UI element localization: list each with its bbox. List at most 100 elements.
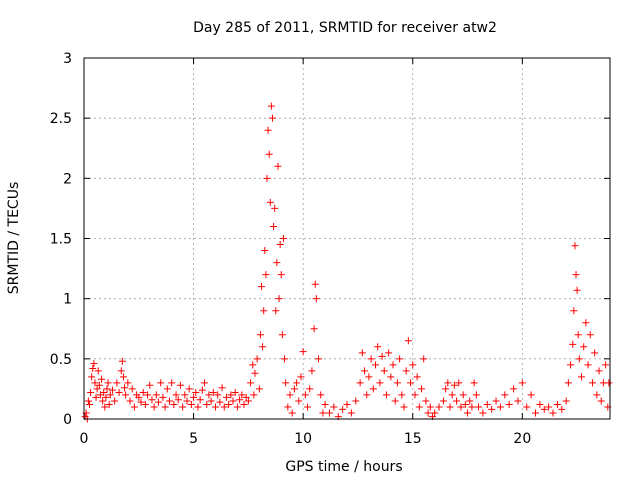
data-point	[139, 389, 147, 397]
data-point	[570, 307, 578, 315]
data-point	[274, 162, 282, 170]
data-point	[124, 379, 132, 387]
data-point	[306, 385, 314, 393]
data-point	[275, 295, 283, 303]
data-point	[212, 403, 219, 411]
data-point	[562, 397, 570, 405]
data-point	[422, 397, 430, 405]
data-point	[101, 403, 109, 411]
data-point	[578, 373, 586, 381]
data-point	[527, 391, 535, 399]
data-point	[367, 355, 375, 363]
data-point	[179, 403, 187, 411]
data-point	[240, 401, 248, 409]
data-point	[461, 401, 469, 409]
data-point	[602, 361, 610, 369]
data-point	[152, 391, 160, 399]
data-point	[464, 409, 472, 417]
data-point	[105, 401, 113, 409]
data-point	[290, 385, 298, 393]
data-point	[574, 331, 582, 339]
data-point	[545, 403, 553, 411]
x-tick-label: 15	[404, 431, 422, 447]
data-point	[256, 331, 264, 339]
data-point	[582, 319, 590, 327]
data-point	[391, 397, 399, 405]
data-point	[95, 381, 103, 389]
data-point	[317, 391, 325, 399]
data-point	[118, 357, 126, 365]
grid	[84, 58, 610, 419]
data-point	[144, 391, 152, 399]
data-point	[363, 391, 371, 399]
data-point	[113, 379, 121, 387]
data-point	[251, 369, 259, 377]
data-point	[209, 389, 217, 397]
data-point	[304, 403, 312, 411]
data-point	[194, 403, 202, 411]
data-point	[170, 401, 178, 409]
data-point	[185, 385, 193, 393]
data-point	[168, 379, 176, 387]
data-point	[475, 403, 482, 411]
y-tick-label: 1	[63, 292, 72, 308]
data-point	[439, 397, 447, 405]
data-point	[265, 150, 273, 158]
x-axis-label: GPS time / hours	[285, 459, 402, 475]
data-point	[380, 367, 388, 375]
data-point	[192, 389, 200, 397]
data-point	[260, 307, 268, 315]
y-tick-label: 2	[63, 171, 72, 187]
data-point	[87, 389, 95, 397]
data-point	[588, 379, 596, 387]
data-point	[174, 396, 182, 404]
data-point	[183, 397, 191, 405]
data-point	[137, 398, 145, 406]
data-point	[450, 381, 458, 389]
data-point	[468, 403, 476, 411]
data-point	[218, 384, 226, 392]
axes-ticks: 0 5 10 15 20 0 0.5 1 1.5 2 2.5 3	[50, 51, 610, 447]
data-point	[271, 204, 279, 212]
data-point	[148, 396, 156, 404]
data-point	[266, 198, 274, 206]
data-point	[514, 397, 522, 405]
data-point	[448, 391, 456, 399]
data-point	[418, 385, 426, 393]
data-point	[277, 271, 285, 279]
data-point	[222, 393, 230, 401]
data-point	[389, 361, 397, 369]
data-point	[135, 393, 143, 401]
data-point	[282, 379, 290, 387]
data-point	[393, 379, 401, 387]
data-point	[455, 379, 463, 387]
data-point	[426, 403, 434, 411]
data-point	[492, 397, 500, 405]
data-point	[90, 360, 98, 368]
data-point	[259, 343, 267, 351]
data-point	[311, 280, 319, 288]
data-point	[85, 401, 93, 409]
data-point	[488, 405, 496, 413]
data-point	[281, 355, 289, 363]
data-point	[358, 349, 366, 357]
data-point	[227, 391, 235, 399]
data-point	[356, 379, 364, 387]
data-point	[201, 379, 209, 387]
data-point	[325, 409, 333, 417]
data-point	[361, 367, 369, 375]
data-point	[119, 373, 127, 381]
data-point	[225, 401, 233, 409]
data-point	[415, 403, 423, 411]
data-point	[536, 401, 544, 409]
data-point	[233, 403, 241, 411]
data-point	[315, 355, 323, 363]
data-point	[141, 401, 149, 409]
x-tick-label: 5	[189, 431, 198, 447]
data-point	[549, 409, 557, 417]
data-point	[229, 397, 237, 405]
data-point	[279, 235, 287, 242]
data-point	[268, 114, 276, 122]
data-point	[567, 361, 575, 369]
data-point	[301, 391, 309, 399]
